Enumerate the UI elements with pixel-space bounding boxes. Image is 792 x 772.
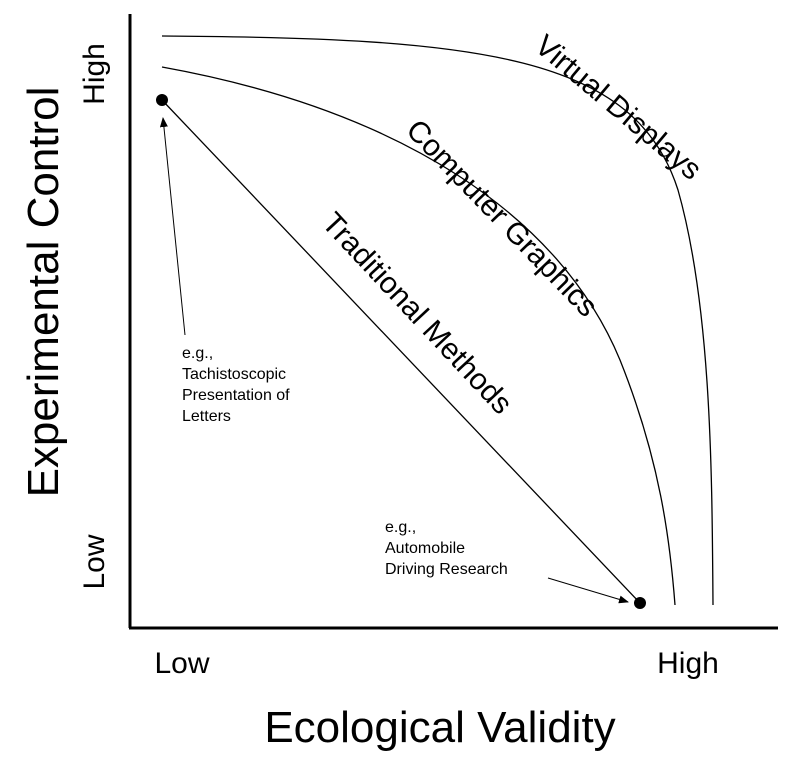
curve: [161, 99, 641, 604]
y-axis-label: Experimental Control: [19, 87, 68, 498]
annotation-line: e.g.,: [182, 345, 213, 362]
arrow: [547, 577, 629, 604]
annotation-line: Driving Research: [385, 561, 508, 578]
curve-label: Computer Graphics: [400, 113, 604, 323]
curve-label: Traditional Methods: [315, 206, 518, 420]
arrow: [159, 117, 186, 336]
annotation-line: e.g.,: [385, 519, 416, 536]
curve: [161, 35, 714, 606]
annotation-line: Automobile: [385, 540, 465, 557]
annotation: e.g., Tachistoscopic Presentation of Let…: [182, 345, 294, 425]
annotation: e.g., Automobile Driving Research: [385, 519, 508, 578]
x-tick-label: High: [657, 647, 719, 680]
annotation-line: Presentation of: [182, 387, 290, 404]
curve: [161, 66, 676, 606]
point: [156, 94, 168, 106]
y-tick-label: Low: [78, 534, 111, 589]
x-axis-label: Ecological Validity: [264, 703, 615, 752]
annotation-line: Letters: [182, 408, 231, 425]
x-tick-label: Low: [154, 647, 209, 680]
annotation-line: Tachistoscopic: [182, 366, 286, 383]
curve-label: Virtual Displays: [529, 29, 708, 187]
point: [634, 597, 646, 609]
y-tick-label: High: [78, 43, 111, 105]
